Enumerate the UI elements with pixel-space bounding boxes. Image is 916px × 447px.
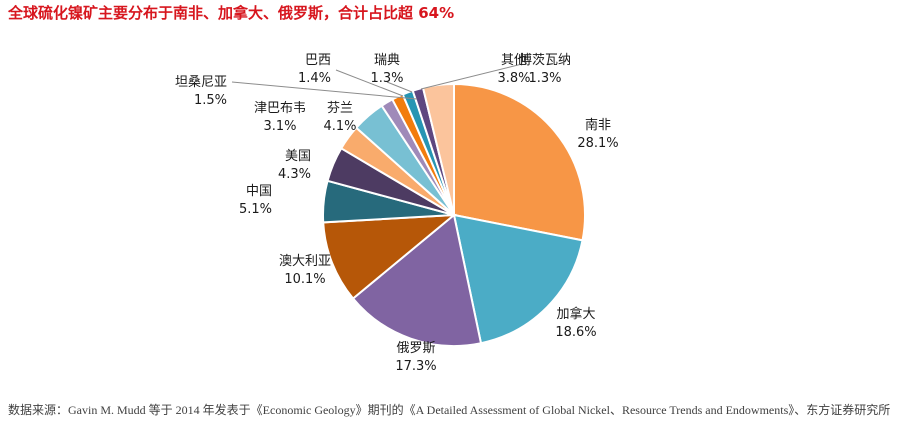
slice-value-2: 17.3% <box>395 359 436 374</box>
slice-labels: 南非 28.1% 加拿大 18.6% 俄罗斯 17.3% 澳大利亚 10.1% 中国 5.1% 美国… <box>175 53 619 374</box>
slice-value-8: 1.5% <box>194 93 227 108</box>
slice-value-12: 3.8% <box>497 71 530 86</box>
leader-line-9 <box>335 69 404 97</box>
slice-value-6: 3.1% <box>263 119 296 134</box>
pie-slice-0 <box>453 82 586 242</box>
slice-label-4: 中国 <box>246 184 272 199</box>
slice-value-9: 1.4% <box>298 71 331 86</box>
slice-value-10: 1.3% <box>370 71 403 86</box>
slice-label-8: 坦桑尼亚 <box>175 75 227 90</box>
pie-slices <box>322 82 586 347</box>
slice-label-1: 加拿大 <box>556 306 595 322</box>
slice-label-2: 俄罗斯 <box>396 341 435 356</box>
slice-value-3: 10.1% <box>284 272 325 287</box>
leader-line-8 <box>231 81 418 100</box>
slice-label-11: 博茨瓦纳 <box>519 53 571 68</box>
leader-lines <box>231 63 523 100</box>
slice-label-10: 瑞典 <box>374 53 400 68</box>
leader-line-10 <box>386 81 413 93</box>
chart-title: 全球硫化镍矿主要分布于南非、加拿大、俄罗斯，合计占比超 64% <box>8 4 455 22</box>
pie-chart: 南非 28.1% 加拿大 18.6% 俄罗斯 17.3% 澳大利亚 10.1% 中国 5.1% 美国… <box>175 53 619 374</box>
slice-value-11: 1.3% <box>528 71 561 86</box>
slice-label-7: 芬兰 <box>327 101 353 116</box>
slice-label-6: 津巴布韦 <box>254 101 306 116</box>
slice-label-9: 巴西 <box>305 53 331 68</box>
slice-value-4: 5.1% <box>239 202 272 217</box>
slice-label-5: 美国 <box>285 149 311 164</box>
slice-value-0: 28.1% <box>577 136 618 151</box>
pie-slice-2 <box>351 213 483 347</box>
source-note: 数据来源：Gavin M. Mudd 等于 2014 年发表于《Economic… <box>8 403 891 417</box>
pie-slice-3 <box>322 213 457 300</box>
slice-label-3: 澳大利亚 <box>279 253 331 269</box>
slice-value-5: 4.3% <box>278 167 311 182</box>
leader-line-11 <box>420 63 523 90</box>
pie-slice-1 <box>452 213 584 345</box>
slice-value-1: 18.6% <box>555 325 596 340</box>
slice-label-0: 南非 <box>585 117 611 133</box>
slice-label-12: 其他 <box>501 53 527 68</box>
slice-value-7: 4.1% <box>323 119 356 134</box>
